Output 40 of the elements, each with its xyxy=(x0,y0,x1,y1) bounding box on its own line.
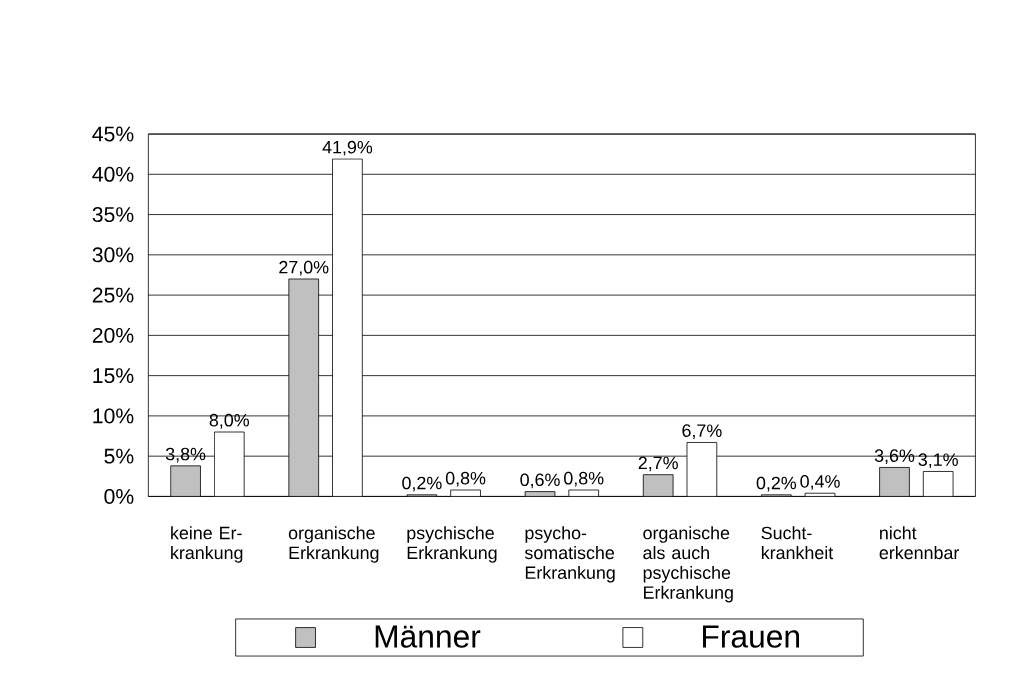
bar xyxy=(524,491,556,497)
data-label: 0,6% xyxy=(520,473,560,489)
bar xyxy=(568,489,600,497)
x-tick-label: nicht erkennbar xyxy=(879,526,960,560)
x-tick-label: psychische Erkrankung xyxy=(407,526,497,563)
y-tick-label: 40% xyxy=(92,166,134,182)
x-tick-label: organische Erkrankung xyxy=(288,526,379,563)
y-tick-label: 30% xyxy=(92,247,134,263)
data-label: 0,4% xyxy=(800,475,840,490)
x-tick-label: keine Er- krankung xyxy=(171,526,243,563)
data-label: 3,1% xyxy=(918,453,958,469)
legend-label: Männer xyxy=(375,625,481,648)
y-tick-label: 45% xyxy=(92,126,134,142)
bar xyxy=(450,489,481,497)
x-tick-label: organische als auch psychische Erkrankung xyxy=(643,526,733,603)
legend-label: Frauen xyxy=(703,625,800,648)
data-label: 27,0% xyxy=(279,260,329,276)
data-label: 8,0% xyxy=(209,413,250,429)
y-tick-label: 25% xyxy=(92,287,134,303)
x-tick-label: psycho- somatische Erkrankung xyxy=(524,526,615,583)
data-label: 0,2% xyxy=(402,476,442,492)
data-label: 0,2% xyxy=(756,476,797,492)
data-label: 2,7% xyxy=(638,456,678,472)
y-tick-label: 20% xyxy=(92,327,134,343)
y-tick-label: 0% xyxy=(104,488,134,504)
data-label: 3,6% xyxy=(874,449,915,465)
data-label: 0,8% xyxy=(564,471,604,487)
y-tick-label: 10% xyxy=(93,408,134,424)
bar xyxy=(170,465,201,497)
y-tick-label: 35% xyxy=(92,207,134,223)
x-tick-label: Sucht- krankheit xyxy=(761,526,834,560)
data-label: 0,8% xyxy=(445,471,486,487)
bar xyxy=(879,467,910,497)
bar xyxy=(642,474,674,497)
y-tick-label: 5% xyxy=(104,448,134,464)
data-label: 3,8% xyxy=(165,447,206,463)
data-label: 6,7% xyxy=(682,424,722,440)
data-label: 41,9% xyxy=(322,140,373,156)
y-tick-label: 15% xyxy=(93,368,134,384)
bar xyxy=(922,471,954,497)
